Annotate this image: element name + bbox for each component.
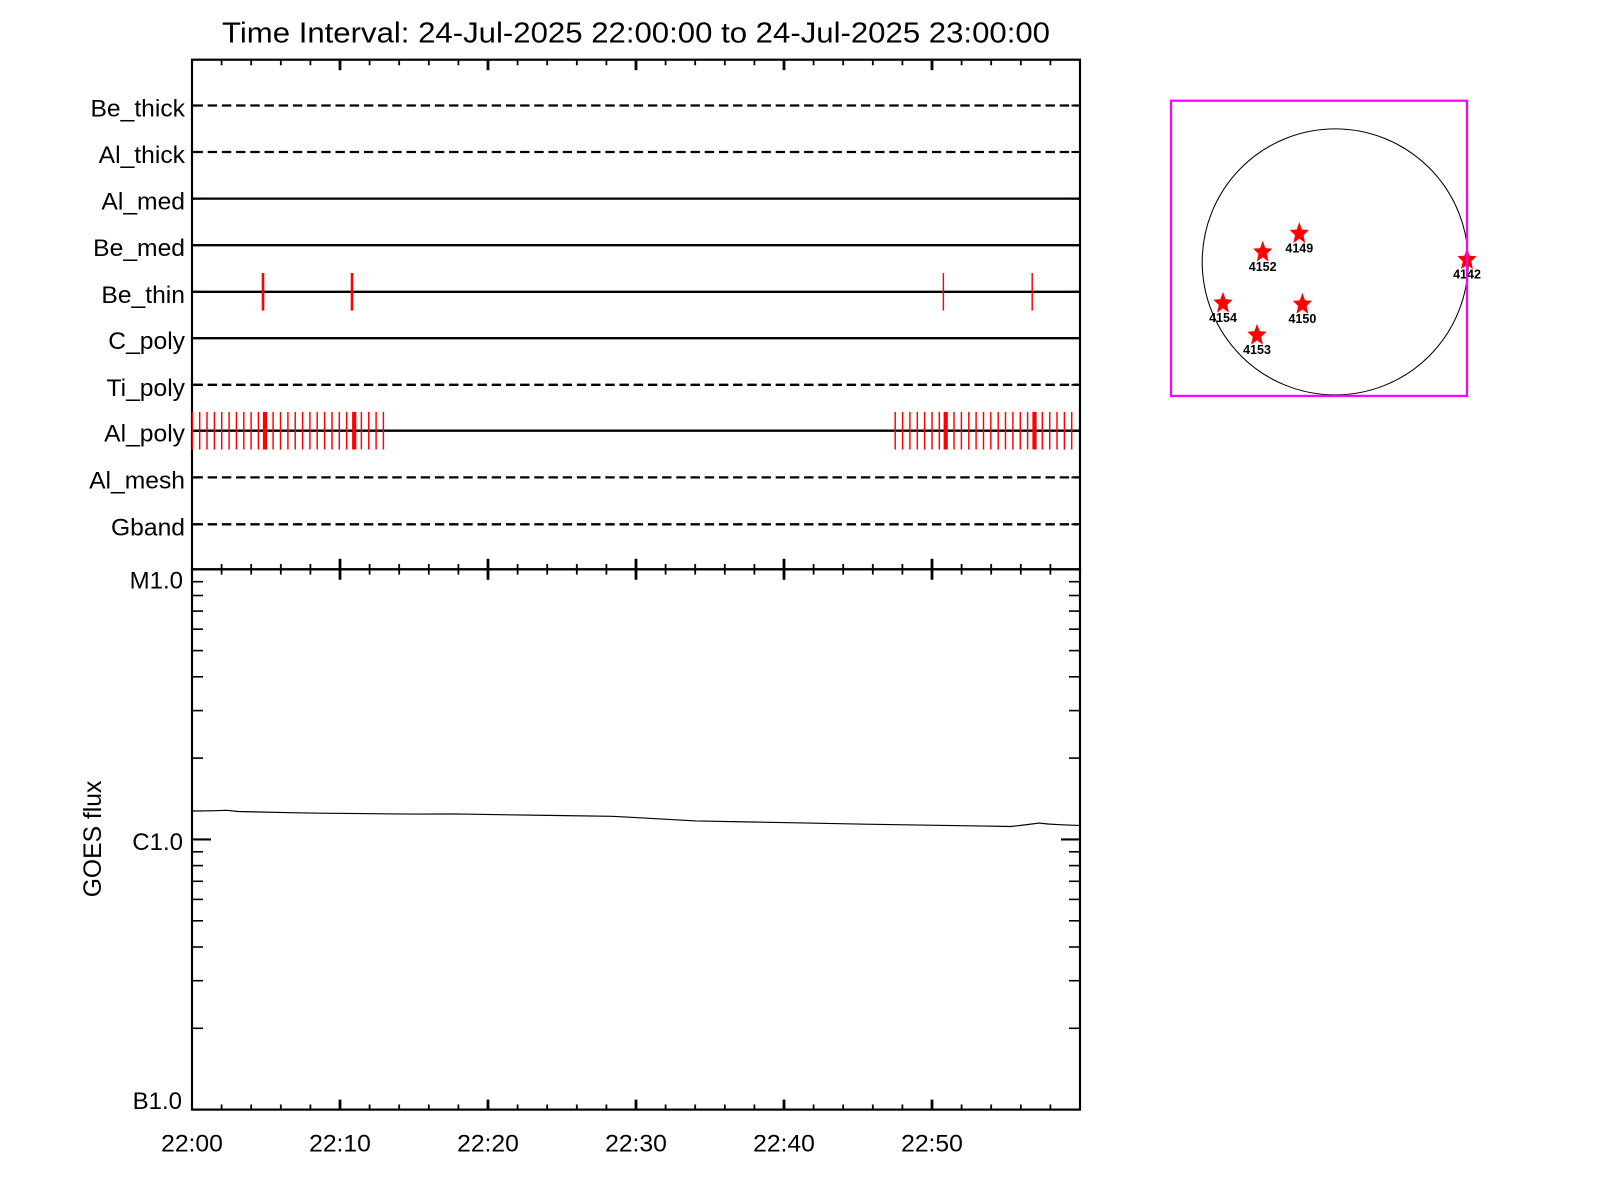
svg-text:GOES flux: GOES flux — [79, 780, 107, 897]
svg-text:22:30: 22:30 — [605, 1130, 667, 1157]
svg-text:Gband: Gband — [111, 514, 185, 541]
svg-text:Ti_poly: Ti_poly — [107, 375, 186, 402]
svg-text:22:40: 22:40 — [753, 1130, 815, 1157]
svg-text:4150: 4150 — [1288, 312, 1316, 326]
svg-text:C1.0: C1.0 — [132, 829, 183, 856]
svg-text:22:20: 22:20 — [457, 1130, 519, 1157]
svg-text:Al_thick: Al_thick — [99, 142, 186, 169]
svg-text:4154: 4154 — [1209, 311, 1237, 325]
svg-text:Al_mesh: Al_mesh — [89, 467, 185, 494]
svg-text:22:10: 22:10 — [309, 1130, 371, 1157]
svg-text:C_poly: C_poly — [108, 328, 185, 355]
svg-text:22:00: 22:00 — [161, 1130, 223, 1157]
svg-text:22:50: 22:50 — [901, 1130, 963, 1157]
svg-text:4149: 4149 — [1285, 241, 1313, 255]
svg-text:Al_med: Al_med — [101, 189, 185, 216]
svg-text:Be_thin: Be_thin — [101, 282, 185, 309]
svg-text:4153: 4153 — [1243, 343, 1271, 357]
svg-text:B1.0: B1.0 — [133, 1088, 182, 1115]
svg-text:M1.0: M1.0 — [130, 568, 183, 595]
svg-text:4152: 4152 — [1249, 260, 1277, 274]
svg-text:Al_poly: Al_poly — [104, 421, 185, 448]
svg-text:Be_thick: Be_thick — [91, 96, 187, 123]
svg-text:Be_med: Be_med — [93, 235, 185, 262]
svg-text:Time Interval: 24-Jul-2025 22:: Time Interval: 24-Jul-2025 22:00:00 to 2… — [222, 17, 1050, 49]
